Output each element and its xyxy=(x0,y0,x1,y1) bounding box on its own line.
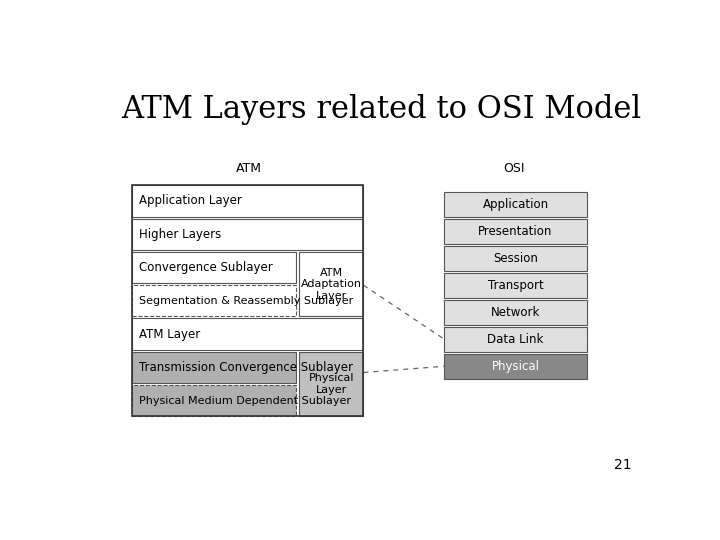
Bar xyxy=(132,185,364,416)
Text: Segmentation & Reassembly Sublayer: Segmentation & Reassembly Sublayer xyxy=(138,296,353,306)
Text: Presentation: Presentation xyxy=(478,225,553,238)
Bar xyxy=(444,192,587,217)
Text: ATM: ATM xyxy=(236,162,262,175)
Bar xyxy=(132,285,297,316)
Bar xyxy=(132,252,297,283)
Text: Session: Session xyxy=(493,252,538,265)
Bar xyxy=(444,354,587,379)
Text: Higher Layers: Higher Layers xyxy=(138,228,221,241)
Bar xyxy=(444,300,587,325)
Bar xyxy=(444,273,587,298)
Text: Application Layer: Application Layer xyxy=(138,194,241,207)
Text: Transmission Convergence Sublayer: Transmission Convergence Sublayer xyxy=(138,361,353,374)
Text: Physical
Layer: Physical Layer xyxy=(309,373,354,395)
Bar xyxy=(444,219,587,244)
Text: OSI: OSI xyxy=(503,162,525,175)
Text: ATM
Adaptation
Layer: ATM Adaptation Layer xyxy=(301,267,362,301)
Text: Application: Application xyxy=(482,198,549,211)
Bar xyxy=(300,252,364,316)
Text: Convergence Sublayer: Convergence Sublayer xyxy=(138,261,272,274)
Bar xyxy=(132,352,297,383)
Text: ATM Layers related to OSI Model: ATM Layers related to OSI Model xyxy=(121,94,641,125)
Text: Data Link: Data Link xyxy=(487,333,544,346)
Bar xyxy=(132,385,297,416)
Text: Physical: Physical xyxy=(492,360,539,373)
Bar xyxy=(132,185,364,217)
Text: 21: 21 xyxy=(613,458,631,472)
Bar xyxy=(444,246,587,271)
Bar xyxy=(300,352,364,416)
Text: ATM Layer: ATM Layer xyxy=(138,328,199,341)
Bar xyxy=(132,219,364,250)
Text: Transport: Transport xyxy=(487,279,544,292)
Bar xyxy=(132,319,364,349)
Text: Physical Medium Dependent Sublayer: Physical Medium Dependent Sublayer xyxy=(138,396,351,406)
Text: Network: Network xyxy=(491,306,540,319)
Bar xyxy=(444,327,587,352)
